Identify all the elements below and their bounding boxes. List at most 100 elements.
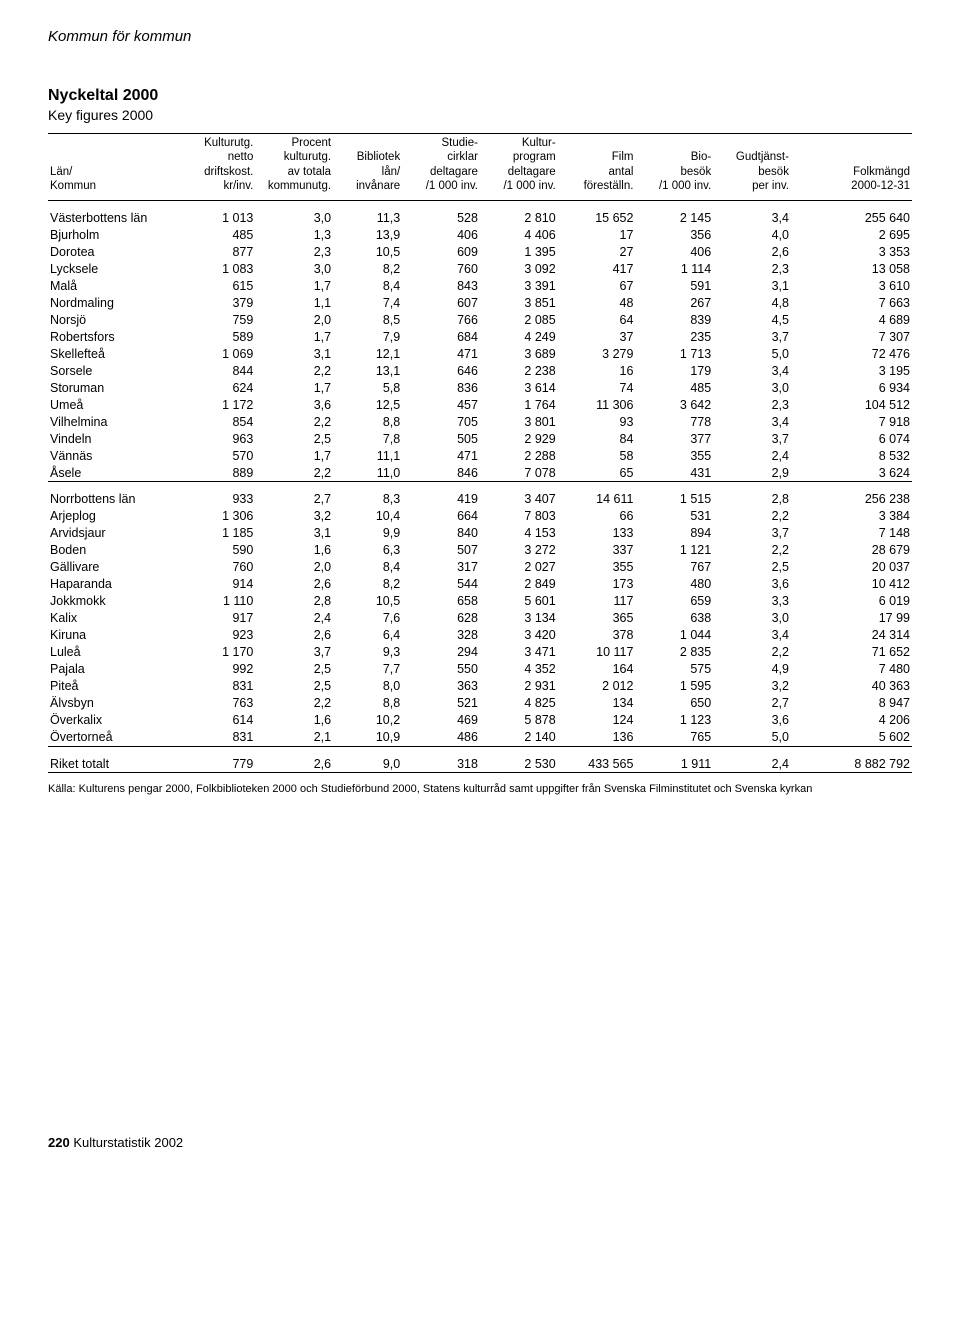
cell-value: 2 085 xyxy=(480,311,558,328)
cell-value: 3,4 xyxy=(713,413,791,430)
cell-value: 1,1 xyxy=(255,294,333,311)
cell-value: 2 849 xyxy=(480,576,558,593)
cell-value: 10 412 xyxy=(791,576,912,593)
row-name: Lycksele xyxy=(48,260,186,277)
table-row: Malå6151,78,48433 391675913,13 610 xyxy=(48,277,912,294)
cell-value: 831 xyxy=(186,729,255,747)
cell-value: 4 352 xyxy=(480,661,558,678)
cell-value: 14 611 xyxy=(558,482,636,508)
cell-value: 17 xyxy=(558,226,636,243)
row-name: Arvidsjaur xyxy=(48,525,186,542)
cell-value: 831 xyxy=(186,678,255,695)
cell-value: 590 xyxy=(186,542,255,559)
column-header: Kultur-programdeltagare/1 000 inv. xyxy=(480,134,558,201)
cell-value: 471 xyxy=(402,447,480,464)
cell-value: 843 xyxy=(402,277,480,294)
cell-value: 117 xyxy=(558,593,636,610)
cell-value: 9,3 xyxy=(333,644,402,661)
table-row: Lycksele1 0833,08,27603 0924171 1142,313… xyxy=(48,260,912,277)
cell-value: 628 xyxy=(402,610,480,627)
cell-value: 173 xyxy=(558,576,636,593)
cell-value: 765 xyxy=(635,729,713,747)
cell-value: 1 044 xyxy=(635,627,713,644)
cell-value: 3,0 xyxy=(255,260,333,277)
row-name: Kiruna xyxy=(48,627,186,644)
cell-value: 7 307 xyxy=(791,328,912,345)
table-row: Bjurholm4851,313,94064 406173564,02 695 xyxy=(48,226,912,243)
cell-value: 779 xyxy=(186,746,255,773)
table-row: Vännäs5701,711,14712 288583552,48 532 xyxy=(48,447,912,464)
cell-value: 894 xyxy=(635,525,713,542)
cell-value: 72 476 xyxy=(791,345,912,362)
cell-value: 3 272 xyxy=(480,542,558,559)
column-header: Kulturutg.nettodriftskost.kr/inv. xyxy=(186,134,255,201)
cell-value: 11,1 xyxy=(333,447,402,464)
cell-value: 877 xyxy=(186,243,255,260)
cell-value: 6 019 xyxy=(791,593,912,610)
table-row: Åsele8892,211,08467 078654312,93 624 xyxy=(48,464,912,482)
cell-value: 2 288 xyxy=(480,447,558,464)
cell-value: 3,3 xyxy=(713,593,791,610)
cell-value: 2,6 xyxy=(255,627,333,644)
table-row: Boden5901,66,35073 2723371 1212,228 679 xyxy=(48,542,912,559)
cell-value: 763 xyxy=(186,695,255,712)
row-name: Norrbottens län xyxy=(48,482,186,508)
row-name: Västerbottens län xyxy=(48,200,186,226)
cell-value: 923 xyxy=(186,627,255,644)
cell-value: 1 110 xyxy=(186,593,255,610)
cell-value: 2,5 xyxy=(255,430,333,447)
cell-value: 1,7 xyxy=(255,379,333,396)
cell-value: 5 602 xyxy=(791,729,912,747)
cell-value: 1 121 xyxy=(635,542,713,559)
column-header: Folkmängd2000-12-31 xyxy=(791,134,912,201)
table-row: Nordmaling3791,17,46073 851482674,87 663 xyxy=(48,294,912,311)
cell-value: 8,4 xyxy=(333,277,402,294)
row-name: Riket totalt xyxy=(48,746,186,773)
cell-value: 2,1 xyxy=(255,729,333,747)
cell-value: 6 074 xyxy=(791,430,912,447)
cell-value: 2,2 xyxy=(713,542,791,559)
cell-value: 8,2 xyxy=(333,576,402,593)
cell-value: 914 xyxy=(186,576,255,593)
column-header: Gudtjänst-besökper inv. xyxy=(713,134,791,201)
table-row: Västerbottens län1 0133,011,35282 81015 … xyxy=(48,200,912,226)
cell-value: 67 xyxy=(558,277,636,294)
cell-value: 615 xyxy=(186,277,255,294)
row-name: Vilhelmina xyxy=(48,413,186,430)
cell-value: 4,8 xyxy=(713,294,791,311)
cell-value: 840 xyxy=(402,525,480,542)
cell-value: 13,9 xyxy=(333,226,402,243)
cell-value: 3 384 xyxy=(791,508,912,525)
cell-value: 2 530 xyxy=(480,746,558,773)
cell-value: 355 xyxy=(558,559,636,576)
cell-value: 2,0 xyxy=(255,559,333,576)
running-head: Kommun för kommun xyxy=(48,28,912,45)
cell-value: 235 xyxy=(635,328,713,345)
cell-value: 3,4 xyxy=(713,362,791,379)
table-row: Dorotea8772,310,56091 395274062,63 353 xyxy=(48,243,912,260)
cell-value: 3 092 xyxy=(480,260,558,277)
cell-value: 1,6 xyxy=(255,542,333,559)
cell-value: 917 xyxy=(186,610,255,627)
cell-value: 4 406 xyxy=(480,226,558,243)
cell-value: 104 512 xyxy=(791,396,912,413)
cell-value: 4 249 xyxy=(480,328,558,345)
row-name: Bjurholm xyxy=(48,226,186,243)
cell-value: 3,7 xyxy=(255,644,333,661)
row-name: Arjeplog xyxy=(48,508,186,525)
cell-value: 6,3 xyxy=(333,542,402,559)
cell-value: 2,5 xyxy=(713,559,791,576)
cell-value: 3 610 xyxy=(791,277,912,294)
cell-value: 4 153 xyxy=(480,525,558,542)
cell-value: 766 xyxy=(402,311,480,328)
cell-value: 3,2 xyxy=(713,678,791,695)
cell-value: 133 xyxy=(558,525,636,542)
cell-value: 65 xyxy=(558,464,636,482)
cell-value: 4 206 xyxy=(791,712,912,729)
cell-value: 1 172 xyxy=(186,396,255,413)
cell-value: 8,3 xyxy=(333,482,402,508)
cell-value: 3 279 xyxy=(558,345,636,362)
cell-value: 433 565 xyxy=(558,746,636,773)
cell-value: 2,2 xyxy=(713,644,791,661)
table-row: Överkalix6141,610,24695 8781241 1233,64 … xyxy=(48,712,912,729)
